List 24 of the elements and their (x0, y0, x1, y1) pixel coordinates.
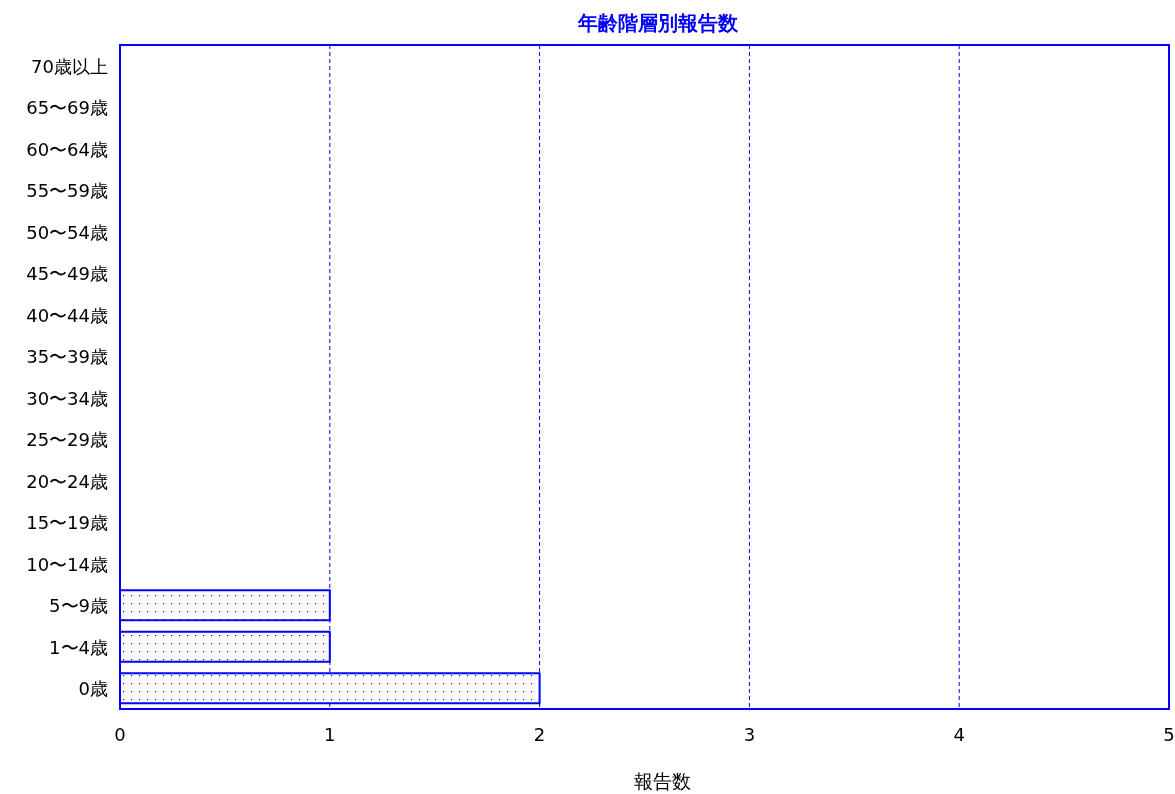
x-tick-label: 3 (743, 724, 756, 745)
y-tick-label: 0歳 (78, 678, 108, 700)
x-axis-title: 報告数 (634, 770, 691, 792)
y-tick-label: 5〜9歳 (49, 595, 108, 617)
y-tick-label: 55〜59歳 (26, 180, 108, 202)
y-tick-label: 30〜34歳 (26, 387, 108, 409)
y-tick-label: 60〜64歳 (26, 138, 108, 160)
y-tick-label: 20〜24歳 (26, 470, 108, 492)
y-tick-label: 25〜29歳 (26, 429, 108, 451)
y-tick-label: 65〜69歳 (26, 97, 108, 119)
x-tick-label: 5 (1163, 724, 1175, 745)
y-tick-label: 70歳以上 (31, 55, 108, 77)
y-tick-label: 1〜4歳 (49, 636, 108, 658)
y-tick-label: 50〜54歳 (26, 221, 108, 243)
x-tick-label: 1 (324, 724, 336, 745)
y-tick-label: 15〜19歳 (26, 512, 108, 534)
y-tick-label: 10〜14歳 (26, 553, 108, 575)
y-tick-label: 35〜39歳 (26, 346, 108, 368)
x-tick-label: 2 (533, 724, 546, 745)
chart-title: 年齢階層別報告数 (576, 11, 739, 35)
y-tick-label: 40〜44歳 (26, 304, 108, 326)
x-tick-label: 0 (114, 724, 126, 745)
y-tick-label: 45〜49歳 (26, 263, 108, 285)
x-tick-label: 4 (953, 724, 965, 745)
